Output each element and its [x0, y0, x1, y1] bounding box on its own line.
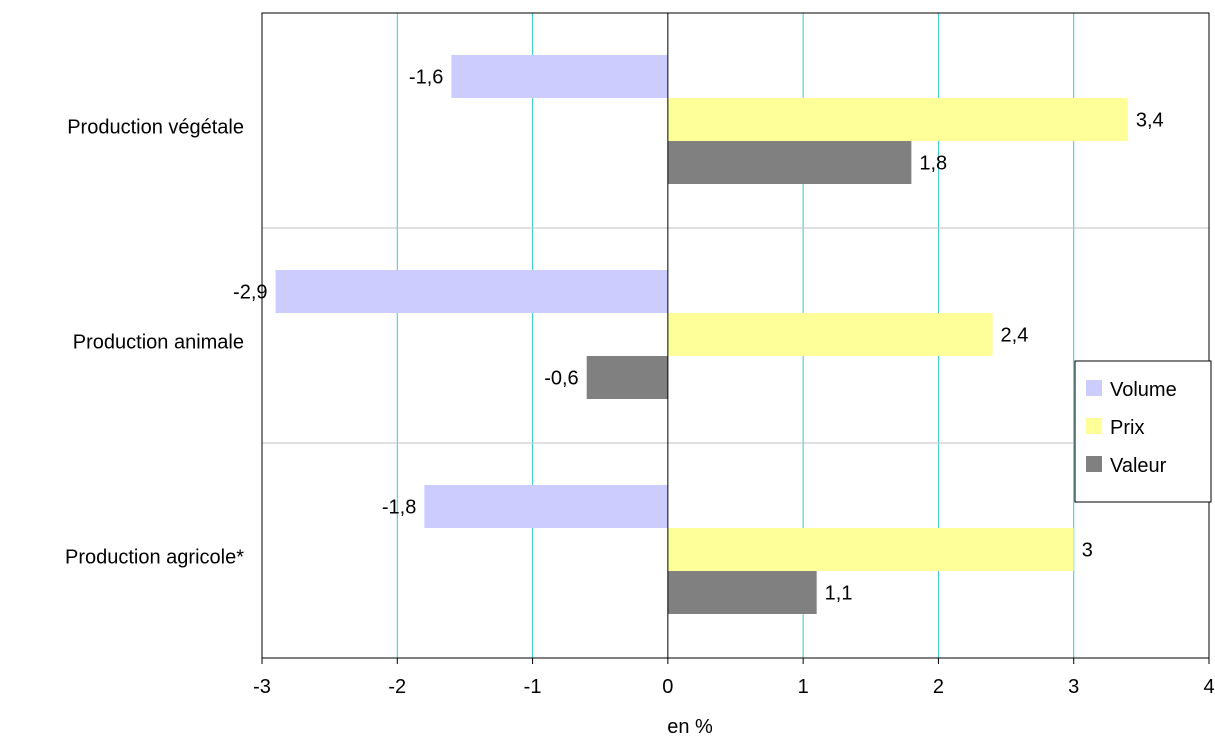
data-label: -2,9 — [233, 282, 267, 304]
x-tick-label: -1 — [524, 676, 542, 698]
bar-prix — [667, 313, 993, 356]
legend-label: Volume — [1110, 379, 1177, 401]
x-tick-label: 2 — [933, 676, 944, 698]
legend-swatch — [1086, 418, 1102, 434]
bar-volume — [275, 270, 668, 313]
legend-swatch — [1086, 456, 1102, 472]
plot-frame — [261, 12, 1210, 659]
legend-swatch — [1086, 380, 1102, 396]
x-axis-title: en % — [667, 716, 713, 738]
data-label: -0,6 — [544, 368, 578, 390]
x-tick-label: 0 — [662, 676, 673, 698]
bar-volume — [451, 55, 668, 98]
bar-valeur — [667, 141, 912, 184]
x-tick-label: -3 — [253, 676, 271, 698]
data-label: 1,1 — [825, 583, 853, 605]
y-tick-label: Production animale — [73, 332, 244, 354]
data-label: 3,4 — [1136, 110, 1164, 132]
bar-prix — [667, 528, 1074, 571]
x-tick-label: -2 — [388, 676, 406, 698]
bar-prix — [667, 98, 1128, 141]
y-tick-label: Production végétale — [67, 117, 244, 139]
data-label: 2,4 — [1001, 325, 1029, 347]
data-label: -1,6 — [409, 67, 443, 89]
label-layer: -1,6 3,4 1,8 Production végétale -2,9 2,4 -0,6… — [65, 67, 1164, 605]
bar-valeur — [586, 356, 668, 399]
legend: Volume Prix Valeur — [1074, 360, 1212, 503]
legend-label: Valeur — [1110, 455, 1167, 477]
axis-layer: -3 -2 -1 0 1 2 3 4 — [253, 13, 1215, 698]
data-label: 1,8 — [919, 153, 947, 175]
legend-label: Prix — [1110, 417, 1144, 439]
data-label: 3 — [1082, 540, 1093, 562]
x-tick-label: 3 — [1068, 676, 1079, 698]
x-tick-label: 1 — [798, 676, 809, 698]
bar-layer — [275, 55, 1128, 614]
x-tick-label: 4 — [1203, 676, 1214, 698]
bar-valeur — [667, 571, 817, 614]
data-label: -1,8 — [382, 497, 416, 519]
y-tick-label: Production agricole* — [65, 547, 244, 569]
bar-volume — [424, 485, 668, 528]
